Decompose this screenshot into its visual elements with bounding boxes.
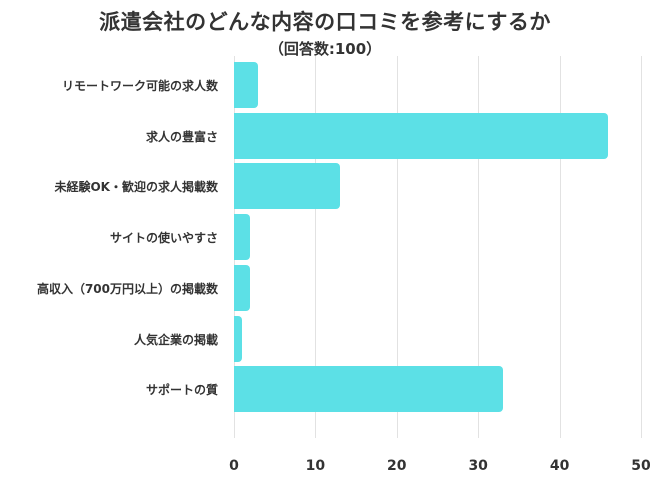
bar [234, 112, 609, 159]
gridline [641, 56, 642, 438]
bar [234, 214, 251, 261]
bar [234, 62, 259, 108]
bar [234, 315, 243, 362]
category-label: 未経験OK・歓迎の求人掲載数 [54, 180, 218, 195]
plot-area [234, 56, 642, 438]
category-label: サイトの使いやすさ [109, 231, 218, 246]
category-label: リモートワーク可能の求人数 [61, 79, 218, 93]
x-tick-label: 10 [305, 458, 326, 474]
x-tick-label: 30 [468, 458, 488, 474]
bar [234, 366, 503, 413]
gridline [396, 56, 398, 438]
x-tick-label: 20 [387, 458, 407, 474]
category-label: 求人の豊富さ [145, 129, 218, 144]
gridline [315, 56, 317, 438]
category-label: 人気企業の掲載 [133, 332, 218, 347]
category-label: 高収入（700万円以上）の掲載数 [36, 281, 218, 296]
gridline [478, 56, 480, 438]
x-tick-label: 50 [631, 458, 650, 474]
bar [234, 163, 340, 210]
x-tick-label: 0 [229, 458, 239, 474]
x-tick-label: 40 [549, 458, 570, 474]
chart-title: 派遣会社のどんな内容の口コミを参考にするか [99, 10, 551, 34]
bar [234, 264, 251, 311]
chart-subtitle: （回答数:100） [268, 40, 382, 58]
gridline [559, 56, 561, 438]
category-label: サポートの質 [145, 383, 218, 398]
